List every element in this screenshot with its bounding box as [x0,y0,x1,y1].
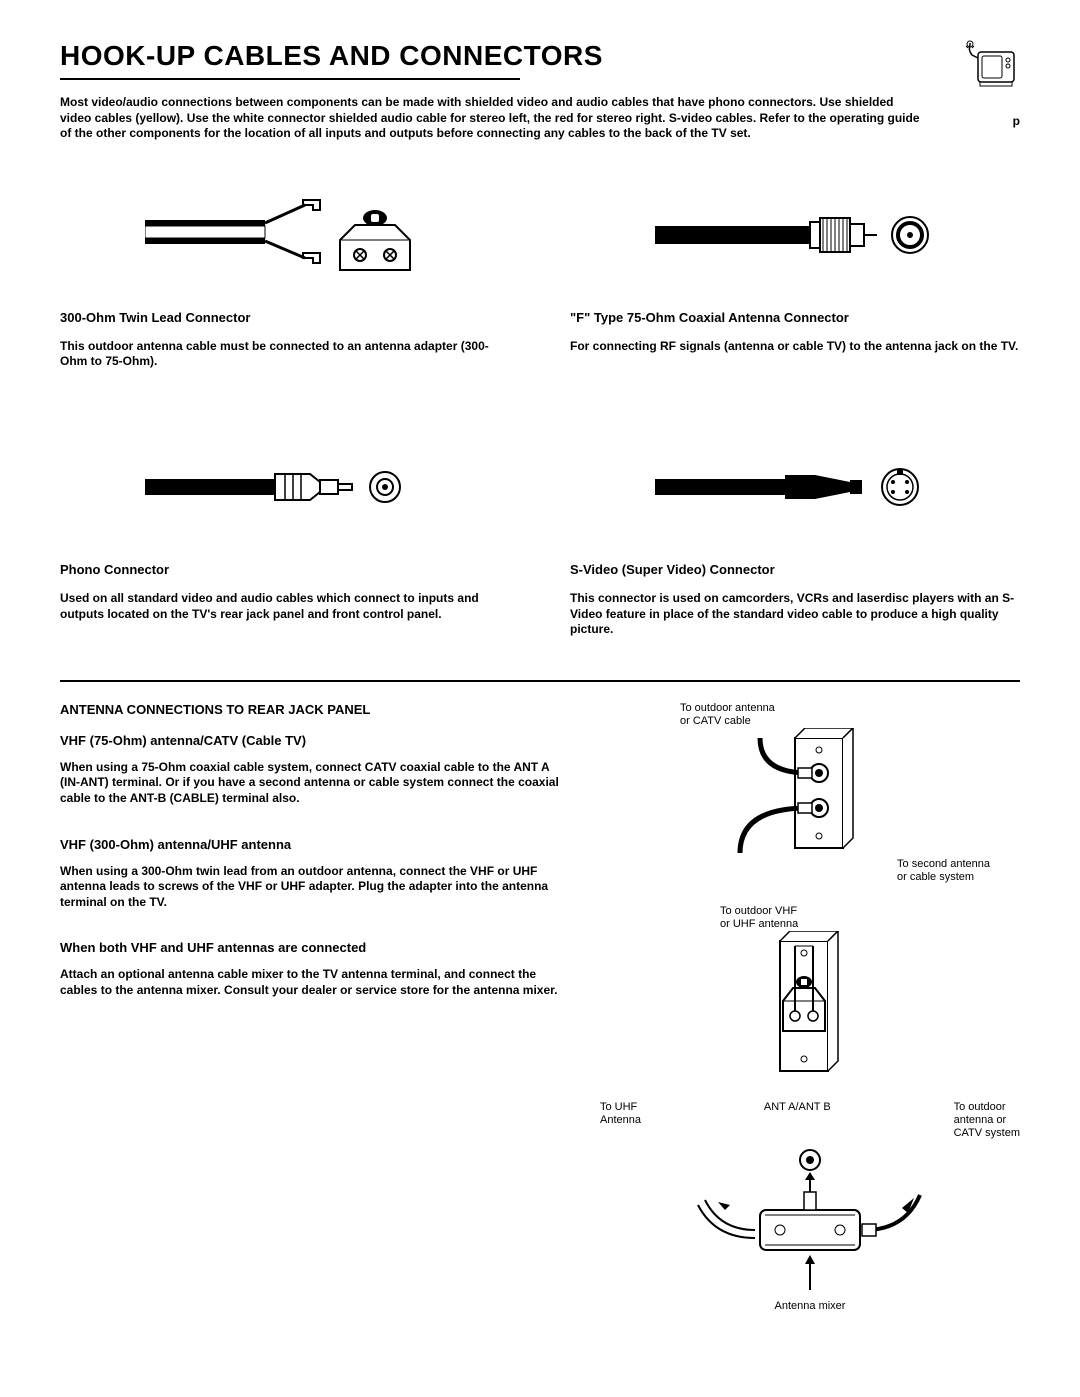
connector-f-type: "F" Type 75-Ohm Coaxial Antenna Connecto… [570,170,1020,382]
label-second-antenna: To second antenna or cable system [897,858,990,884]
connector-phono: Phono Connector Used on all standard vid… [60,422,510,650]
header-row: HOOK-UP CABLES AND CONNECTORS [60,40,1020,95]
label-ant-ab: ANT A/ANT B [764,1101,831,1141]
title-block: HOOK-UP CABLES AND CONNECTORS [60,40,603,92]
f-type-desc: For connecting RF signals (antenna or ca… [570,339,1020,355]
antenna-text-column: ANTENNA CONNECTIONS TO REAR JACK PANEL V… [60,702,570,1334]
connector-svideo: S-Video (Super Video) Connector This con… [570,422,1020,650]
diagram-adapter: To outdoor VHF or UHF antenna [600,905,1020,1081]
label-to-uhf: To UHF Antenna [600,1101,641,1141]
diagram-dual-coax: To outdoor antenna or CATV cable To [600,702,1020,885]
diagram-mixer: To UHF Antenna ANT A/ANT B To outdoor an… [600,1101,1020,1314]
diagram-column: To outdoor antenna or CATV cable To [600,702,1020,1334]
label-antenna-mixer: Antenna mixer [775,1300,846,1313]
label-outdoor-catv: To outdoor antenna or CATV cable [680,702,775,728]
svideo-title: S-Video (Super Video) Connector [570,562,1020,577]
label-outdoor-catv2: To outdoor antenna or CATV system [954,1101,1020,1141]
f-type-illustration [570,170,1020,300]
vhf300-desc: When using a 300-Ohm twin lead from an o… [60,864,570,911]
connectors-grid: 300-Ohm Twin Lead Connector This outdoor… [60,170,1020,650]
lower-section: ANTENNA CONNECTIONS TO REAR JACK PANEL V… [60,702,1020,1334]
tv-icon [960,40,1020,95]
phono-desc: Used on all standard video and audio cab… [60,591,510,622]
label-outdoor-vhf-uhf: To outdoor VHF or UHF antenna [720,905,798,931]
page-title: HOOK-UP CABLES AND CONNECTORS [60,40,603,72]
twin-lead-desc: This outdoor antenna cable must be conne… [60,339,510,370]
twin-lead-illustration [60,170,510,300]
section-divider [60,680,1020,682]
both-title: When both VHF and UHF antennas are conne… [60,940,570,955]
twin-lead-title: 300-Ohm Twin Lead Connector [60,310,510,325]
svideo-illustration [570,422,1020,552]
both-desc: Attach an optional antenna cable mixer t… [60,967,570,998]
phono-illustration [60,422,510,552]
vhf75-desc: When using a 75-Ohm coaxial cable system… [60,760,570,807]
vhf75-title: VHF (75-Ohm) antenna/CATV (Cable TV) [60,733,570,748]
svideo-desc: This connector is used on camcorders, VC… [570,591,1020,638]
intro-text: Most video/audio connections between com… [60,95,920,142]
connector-twin-lead: 300-Ohm Twin Lead Connector This outdoor… [60,170,510,382]
vhf300-title: VHF (300-Ohm) antenna/UHF antenna [60,837,570,852]
f-type-title: "F" Type 75-Ohm Coaxial Antenna Connecto… [570,310,1020,325]
title-underline [60,78,520,80]
antenna-heading: ANTENNA CONNECTIONS TO REAR JACK PANEL [60,702,570,717]
phono-title: Phono Connector [60,562,510,577]
